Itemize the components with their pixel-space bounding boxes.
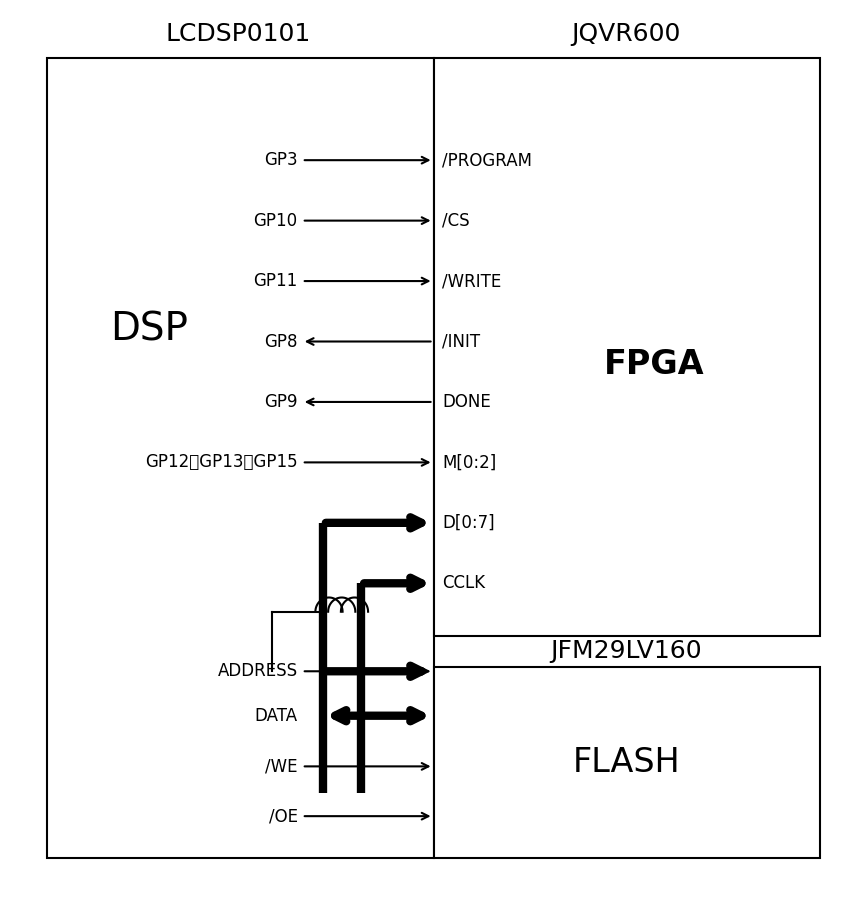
Text: /OE: /OE xyxy=(269,807,297,825)
Text: /WRITE: /WRITE xyxy=(442,272,501,290)
Text: JFM29LV160: JFM29LV160 xyxy=(551,639,702,663)
Text: JQVR600: JQVR600 xyxy=(571,22,681,46)
Text: /INIT: /INIT xyxy=(442,333,480,350)
Text: GP9: GP9 xyxy=(264,393,297,411)
Text: /PROGRAM: /PROGRAM xyxy=(442,151,532,170)
Text: LCDSP0101: LCDSP0101 xyxy=(166,22,310,46)
Text: CCLK: CCLK xyxy=(442,574,486,592)
Text: GP12、GP13、GP15: GP12、GP13、GP15 xyxy=(145,454,297,472)
Text: GP8: GP8 xyxy=(264,333,297,350)
Bar xyxy=(434,667,820,858)
Text: GP3: GP3 xyxy=(264,151,297,170)
Bar xyxy=(47,58,434,858)
Text: FPGA: FPGA xyxy=(604,348,705,381)
Text: DATA: DATA xyxy=(254,707,297,725)
Text: ADDRESS: ADDRESS xyxy=(218,662,297,680)
Text: GP11: GP11 xyxy=(253,272,297,290)
Bar xyxy=(434,58,820,636)
Text: DONE: DONE xyxy=(442,393,491,411)
Text: DSP: DSP xyxy=(110,310,188,348)
Text: GP10: GP10 xyxy=(253,211,297,229)
Text: D[0:7]: D[0:7] xyxy=(442,514,494,532)
Text: /WE: /WE xyxy=(265,757,297,775)
Text: FLASH: FLASH xyxy=(572,746,681,779)
Text: /CS: /CS xyxy=(442,211,470,229)
Text: M[0:2]: M[0:2] xyxy=(442,454,496,472)
